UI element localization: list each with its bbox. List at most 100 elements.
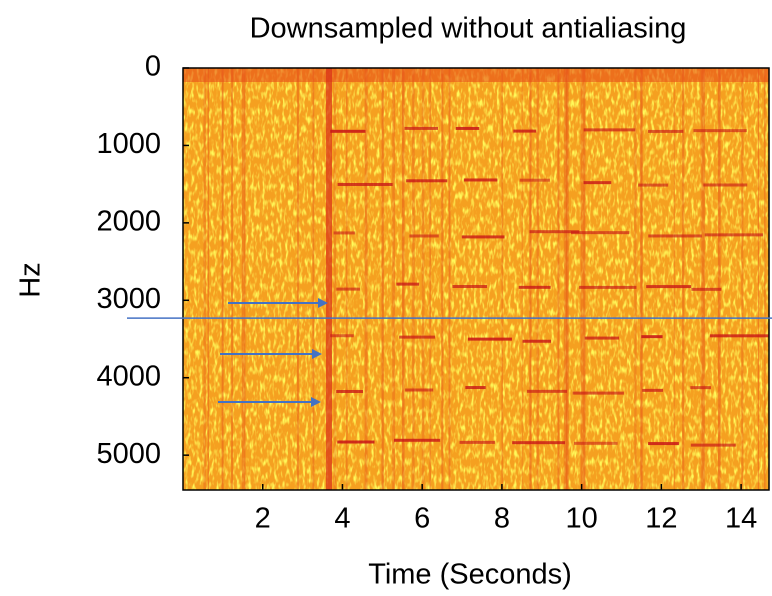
texture-stripe xyxy=(337,182,393,186)
spectrogram-texture xyxy=(183,68,769,490)
texture-streak xyxy=(741,68,744,490)
texture-stripe xyxy=(455,126,480,130)
y-tick-label: 5000 xyxy=(96,438,161,470)
texture-stripe xyxy=(573,441,618,445)
texture-stripe xyxy=(406,179,448,183)
texture-stripe xyxy=(399,335,436,339)
x-tick-label: 6 xyxy=(414,503,430,535)
y-tick-label: 0 xyxy=(145,51,161,83)
texture-stripe xyxy=(513,129,537,133)
texture-stripe xyxy=(337,440,375,444)
x-tick-label: 12 xyxy=(645,503,677,535)
texture-streak xyxy=(421,68,425,490)
texture-streak xyxy=(221,68,224,490)
chart-title: Downsampled without antialiasing xyxy=(250,13,687,45)
x-tick-label: 8 xyxy=(494,503,510,535)
x-tick-label: 2 xyxy=(255,503,271,535)
texture-stripe xyxy=(693,129,747,133)
x-tick-label: 4 xyxy=(334,503,350,535)
texture-stripe xyxy=(396,282,420,286)
texture-stripe xyxy=(405,388,434,392)
texture-stripe xyxy=(512,441,566,445)
texture-stripe xyxy=(336,389,364,393)
texture-stripe xyxy=(330,334,354,338)
texture-stripe xyxy=(583,181,612,185)
texture-stripe xyxy=(641,335,663,339)
axes: 0 1000 2000 3000 4000 5000 2 4 6 8 10 12 14 xyxy=(96,51,770,535)
y-tick-label: 3000 xyxy=(96,283,161,315)
y-tick-label: 2000 xyxy=(96,206,161,238)
texture-stripe xyxy=(463,178,498,182)
texture-stripe xyxy=(459,440,495,444)
texture-streak xyxy=(529,68,532,490)
texture-stripe xyxy=(703,183,748,187)
texture-streak xyxy=(700,68,703,490)
texture-streak xyxy=(312,68,315,490)
texture-streak xyxy=(501,68,503,490)
texture-stripe xyxy=(333,231,356,235)
texture-streak xyxy=(764,68,766,490)
texture-streak xyxy=(563,68,567,490)
texture-stripe xyxy=(467,337,512,341)
texture-stripe xyxy=(690,386,711,390)
texture-streak xyxy=(634,68,637,490)
texture-streak xyxy=(448,68,451,490)
texture-streak xyxy=(346,68,348,490)
texture-stripe xyxy=(690,443,736,447)
texture-streak xyxy=(682,68,685,490)
texture-streak xyxy=(757,68,759,490)
texture-stripe xyxy=(579,285,637,289)
texture-streak xyxy=(333,68,337,490)
texture-streak xyxy=(297,68,299,490)
texture-streak xyxy=(521,68,523,490)
texture-stripe xyxy=(409,234,439,238)
texture-stripe xyxy=(404,126,438,130)
texture-stripe xyxy=(642,388,663,392)
texture-streak xyxy=(441,68,444,490)
texture-streak xyxy=(536,68,539,490)
texture-streak xyxy=(381,68,384,490)
y-axis-title: Hz xyxy=(15,262,47,297)
texture-stripe xyxy=(465,386,486,390)
texture-streak xyxy=(241,68,244,490)
texture-streak xyxy=(412,68,415,490)
texture-streak xyxy=(364,68,368,490)
texture-streak xyxy=(717,68,721,490)
x-tick-label: 14 xyxy=(725,503,757,535)
plot-frame xyxy=(182,67,770,491)
texture-streak xyxy=(203,68,206,490)
texture-stripe xyxy=(452,285,488,289)
texture-stripe xyxy=(522,339,552,343)
spectrogram-noise xyxy=(183,68,769,490)
y-tick-label: 1000 xyxy=(96,128,161,160)
texture-stripe xyxy=(709,334,769,338)
texture-streak xyxy=(673,68,675,490)
texture-streak xyxy=(702,68,705,490)
texture-band xyxy=(183,68,769,82)
texture-stripe xyxy=(572,391,624,395)
texture-streak xyxy=(401,68,405,490)
texture-stripe xyxy=(648,234,702,238)
texture-streak xyxy=(580,68,583,490)
texture-stripe xyxy=(648,442,679,446)
texture-stripe xyxy=(647,129,684,133)
texture-stripe xyxy=(393,438,441,442)
annotations xyxy=(218,298,328,407)
texture-streak xyxy=(392,68,395,490)
texture-streak xyxy=(582,68,586,490)
texture-stripe xyxy=(691,287,722,291)
texture-streak xyxy=(565,68,568,490)
texture-streak xyxy=(557,68,560,490)
texture-stripe xyxy=(529,230,580,234)
x-axis-title: Time (Seconds) xyxy=(368,559,572,591)
texture-stripe xyxy=(330,129,366,133)
plot-area xyxy=(183,68,769,490)
texture-streak xyxy=(243,68,246,490)
texture-stripe xyxy=(583,128,636,132)
texture-onset xyxy=(326,68,332,490)
texture-stripe xyxy=(518,285,551,289)
texture-streak xyxy=(640,68,643,490)
texture-stripe xyxy=(336,287,361,291)
texture-streak xyxy=(207,68,209,490)
texture-stripe xyxy=(584,336,620,340)
